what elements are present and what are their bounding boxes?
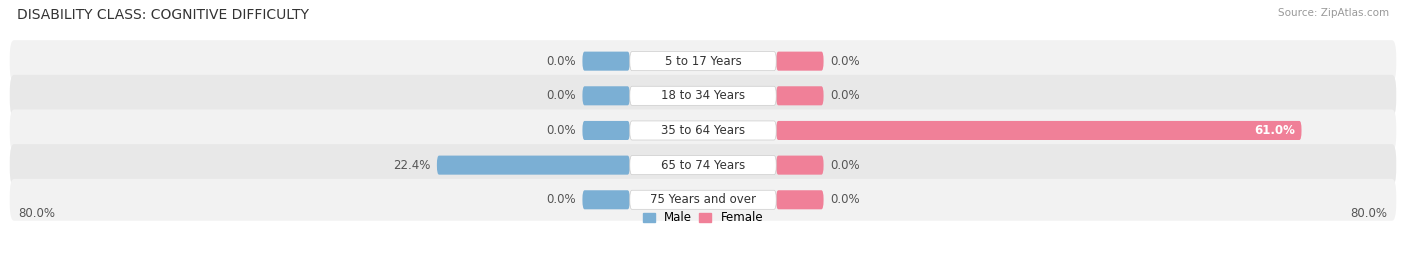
- FancyBboxPatch shape: [582, 190, 630, 209]
- FancyBboxPatch shape: [630, 86, 776, 105]
- Legend: Male, Female: Male, Female: [638, 207, 768, 229]
- FancyBboxPatch shape: [10, 179, 1396, 221]
- FancyBboxPatch shape: [630, 190, 776, 209]
- Text: 0.0%: 0.0%: [546, 124, 575, 137]
- FancyBboxPatch shape: [10, 75, 1396, 117]
- FancyBboxPatch shape: [630, 52, 776, 71]
- Text: 0.0%: 0.0%: [831, 193, 860, 206]
- Text: 0.0%: 0.0%: [546, 89, 575, 102]
- Text: 61.0%: 61.0%: [1254, 124, 1295, 137]
- FancyBboxPatch shape: [10, 40, 1396, 82]
- Text: 75 Years and over: 75 Years and over: [650, 193, 756, 206]
- FancyBboxPatch shape: [776, 52, 824, 71]
- Text: 80.0%: 80.0%: [1351, 207, 1388, 220]
- Text: 0.0%: 0.0%: [546, 55, 575, 68]
- Text: 0.0%: 0.0%: [831, 55, 860, 68]
- Text: 5 to 17 Years: 5 to 17 Years: [665, 55, 741, 68]
- FancyBboxPatch shape: [10, 144, 1396, 186]
- FancyBboxPatch shape: [776, 121, 1302, 140]
- Text: 18 to 34 Years: 18 to 34 Years: [661, 89, 745, 102]
- FancyBboxPatch shape: [582, 121, 630, 140]
- FancyBboxPatch shape: [776, 86, 824, 105]
- Text: 0.0%: 0.0%: [546, 193, 575, 206]
- FancyBboxPatch shape: [630, 121, 776, 140]
- Text: DISABILITY CLASS: COGNITIVE DIFFICULTY: DISABILITY CLASS: COGNITIVE DIFFICULTY: [17, 8, 309, 22]
- FancyBboxPatch shape: [437, 155, 630, 175]
- Text: 35 to 64 Years: 35 to 64 Years: [661, 124, 745, 137]
- Text: 22.4%: 22.4%: [392, 159, 430, 172]
- FancyBboxPatch shape: [776, 155, 824, 175]
- Text: 0.0%: 0.0%: [831, 159, 860, 172]
- Text: 0.0%: 0.0%: [831, 89, 860, 102]
- FancyBboxPatch shape: [10, 109, 1396, 151]
- FancyBboxPatch shape: [630, 155, 776, 175]
- FancyBboxPatch shape: [776, 190, 824, 209]
- FancyBboxPatch shape: [582, 86, 630, 105]
- Text: Source: ZipAtlas.com: Source: ZipAtlas.com: [1278, 8, 1389, 18]
- Text: 65 to 74 Years: 65 to 74 Years: [661, 159, 745, 172]
- FancyBboxPatch shape: [582, 52, 630, 71]
- Text: 80.0%: 80.0%: [18, 207, 55, 220]
